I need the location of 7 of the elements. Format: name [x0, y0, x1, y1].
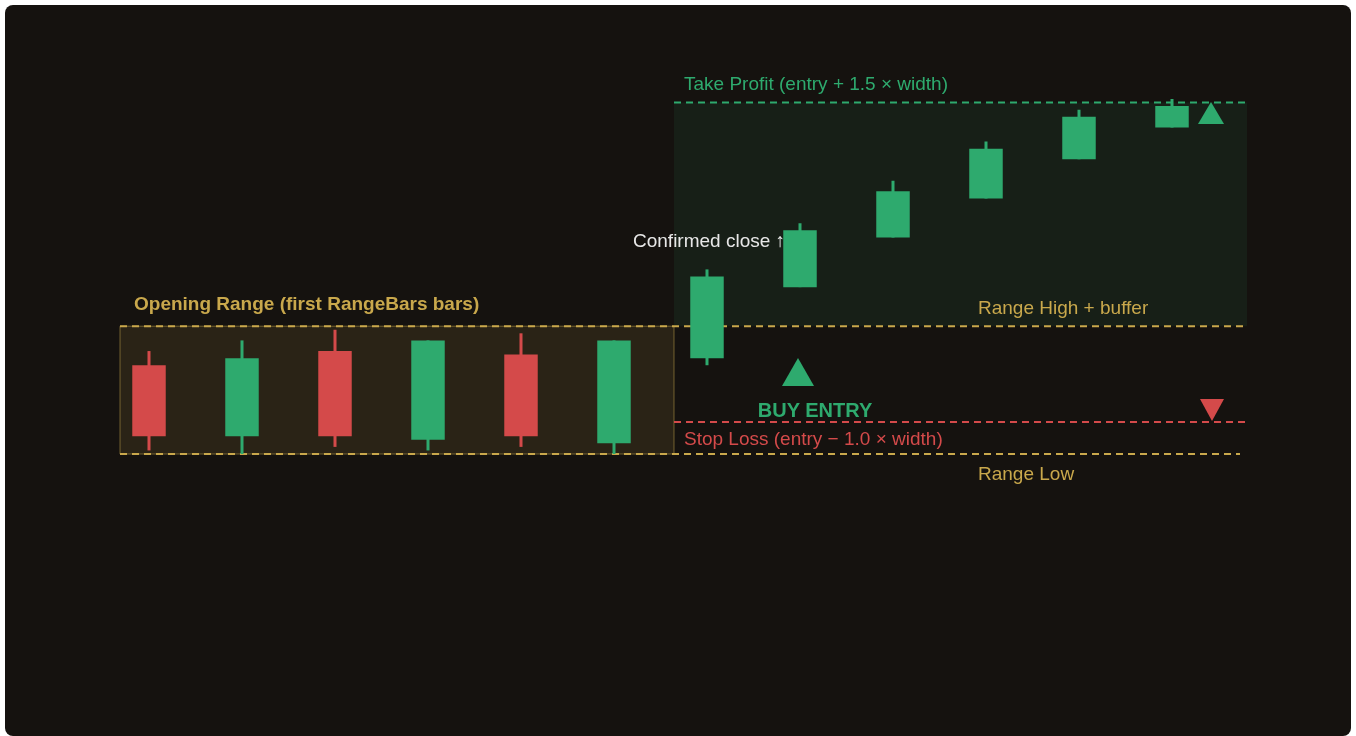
band-label: Opening Range (first RangeBars bars): [134, 292, 480, 314]
annotation: Confirmed close ↑: [633, 230, 786, 252]
ref-line-label: Take Profit (entry + 1.5 × width): [684, 73, 949, 95]
ref-line-label: Range High + buffer: [978, 296, 1149, 318]
ref-line-label: Stop Loss (entry − 1.0 × width): [684, 427, 943, 449]
ref-line-label: Range Low: [978, 462, 1075, 484]
annotation: BUY ENTRY: [757, 398, 873, 421]
